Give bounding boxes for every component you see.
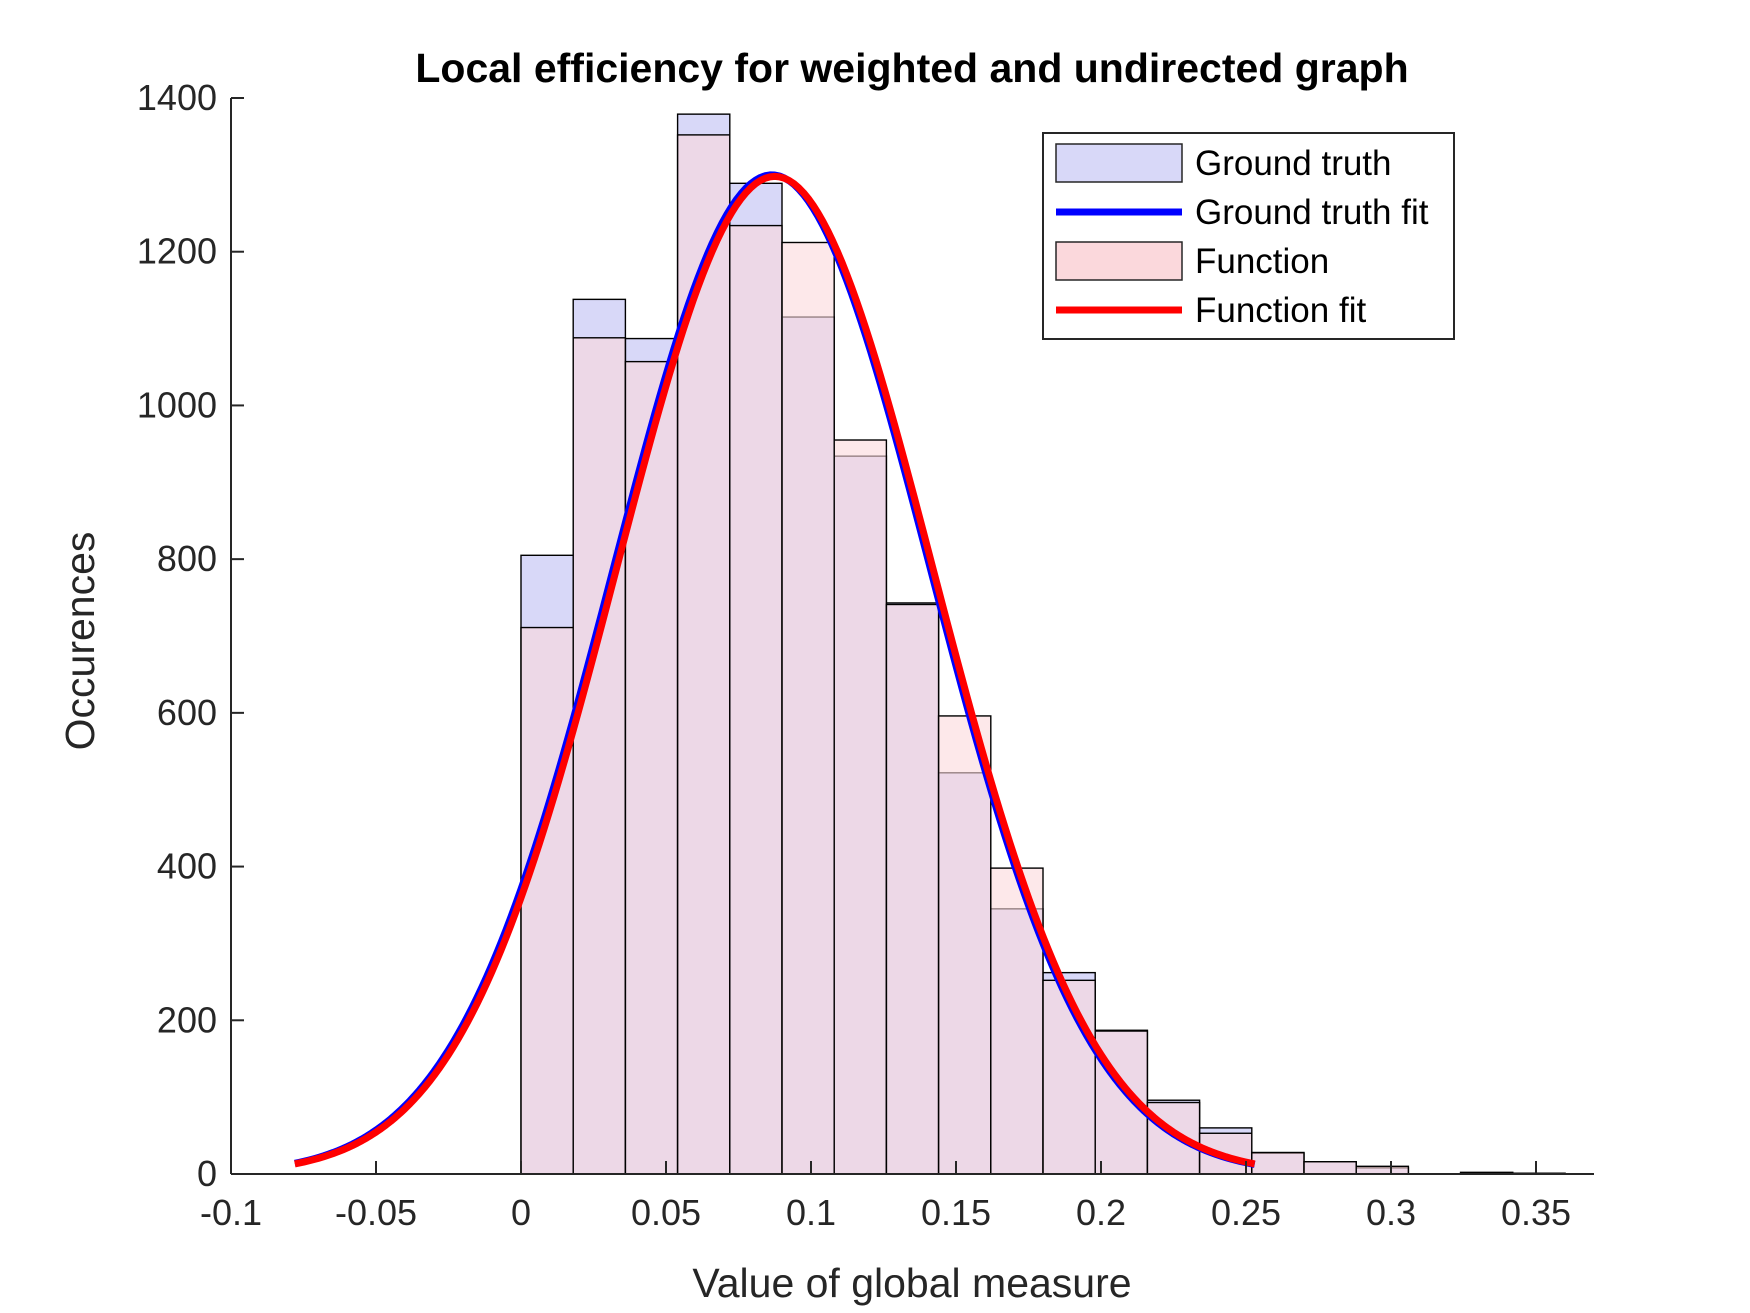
legend-swatch-0 — [1055, 143, 1183, 183]
function-bar-4 — [729, 224, 783, 1175]
x-tick-label: 0.25 — [1211, 1192, 1281, 1233]
y-tick-label: 200 — [157, 999, 217, 1040]
fit-curves — [294, 171, 1256, 1168]
x-tick-label: 0.35 — [1501, 1192, 1571, 1233]
chart-title: Local efficiency for weighted and undire… — [415, 45, 1408, 91]
function-bar-14 — [1251, 1151, 1305, 1175]
y-tick-label: 600 — [157, 692, 217, 733]
x-tick-label: -0.05 — [335, 1192, 417, 1233]
legend-label-1: Ground truth fit — [1195, 193, 1429, 232]
function-bar-15 — [1303, 1161, 1357, 1175]
function-bar-2 — [624, 360, 679, 1175]
x-tick-label: 0 — [511, 1192, 531, 1233]
y-tick-label: 1400 — [137, 77, 217, 118]
function-bar-1 — [572, 337, 627, 1175]
legend: Ground truth Ground truth fit Function Func… — [1042, 132, 1455, 340]
x-tick-label: 0.15 — [921, 1192, 991, 1233]
function-fit-line — [294, 172, 1256, 1168]
x-tick-label: 0.1 — [786, 1192, 836, 1233]
y-tick-label: 400 — [157, 846, 217, 887]
x-tick-label: 0.05 — [631, 1192, 701, 1233]
legend-label-0: Ground truth — [1195, 144, 1392, 183]
function-bar-7 — [885, 603, 940, 1175]
axes: -0.1 -0.05 0 0.05 0.1 0.15 0.2 0.25 0.3 0.35 0 200 4… — [137, 77, 1594, 1233]
legend-label-2: Function — [1195, 242, 1329, 281]
function-bar-0 — [520, 626, 574, 1175]
x-tick-label: 0.3 — [1366, 1192, 1416, 1233]
y-tick-label: 1000 — [137, 384, 217, 425]
function-bar-3 — [676, 134, 731, 1175]
function-bar-6 — [833, 439, 888, 1175]
y-tick-label: 800 — [157, 538, 217, 579]
function-bar-5 — [781, 241, 835, 1175]
x-tick-label: 0.2 — [1076, 1192, 1126, 1233]
y-tick-label: 0 — [197, 1153, 217, 1194]
x-tick-label: -0.1 — [200, 1192, 262, 1233]
x-axis-label: Value of global measure — [692, 1260, 1131, 1306]
function-bar-16 — [1355, 1165, 1410, 1175]
y-axis-label: Occurences — [57, 532, 103, 751]
function-bar-8 — [937, 715, 992, 1175]
function-bar-12 — [1146, 1101, 1201, 1175]
legend-swatch-2 — [1055, 241, 1183, 281]
legend-label-3: Function fit — [1195, 291, 1366, 330]
y-tick-label: 1200 — [137, 231, 217, 272]
